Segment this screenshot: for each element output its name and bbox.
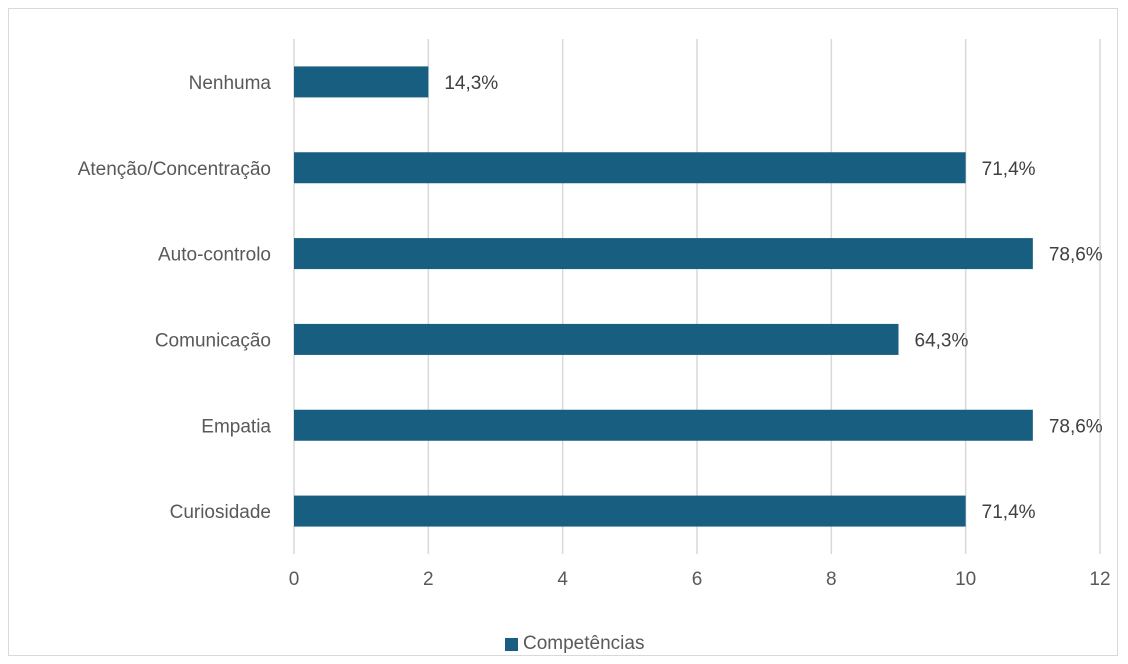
x-tick-label: 8 <box>826 569 837 590</box>
data-label: 64,3% <box>915 330 969 351</box>
chart-frame: 0 2 4 6 8 10 12 Nenhuma 14,3% Atenção/Concentraçã… <box>8 8 1118 656</box>
bar <box>294 238 1033 270</box>
category-label: Comunicação <box>155 330 271 351</box>
legend-swatch <box>505 637 518 651</box>
category-label: Curiosidade <box>170 502 271 523</box>
data-label: 78,6% <box>1049 245 1103 266</box>
x-tick-label: 4 <box>557 569 568 590</box>
data-label: 71,4% <box>982 159 1036 180</box>
bar-chart: 0 2 4 6 8 10 12 Nenhuma 14,3% Atenção/Concentraçã… <box>78 39 1111 590</box>
category-label: Auto-controlo <box>158 245 271 266</box>
legend: Competências <box>505 633 644 655</box>
data-label: 14,3% <box>444 73 498 94</box>
category-label: Atenção/Concentração <box>78 159 271 180</box>
x-tick-label: 0 <box>289 569 300 590</box>
data-label: 78,6% <box>1049 416 1103 437</box>
bar <box>294 409 1033 441</box>
data-label: 71,4% <box>982 502 1036 523</box>
legend-label: Competências <box>523 633 645 654</box>
bar <box>294 495 966 527</box>
category-label: Empatia <box>201 416 271 437</box>
bar <box>294 152 966 184</box>
bar <box>294 66 429 98</box>
bar <box>294 323 899 355</box>
x-tick-label: 10 <box>955 569 976 590</box>
category-label: Nenhuma <box>189 73 272 94</box>
x-tick-label: 12 <box>1089 569 1110 590</box>
x-tick-label: 6 <box>692 569 703 590</box>
x-tick-label: 2 <box>423 569 434 590</box>
